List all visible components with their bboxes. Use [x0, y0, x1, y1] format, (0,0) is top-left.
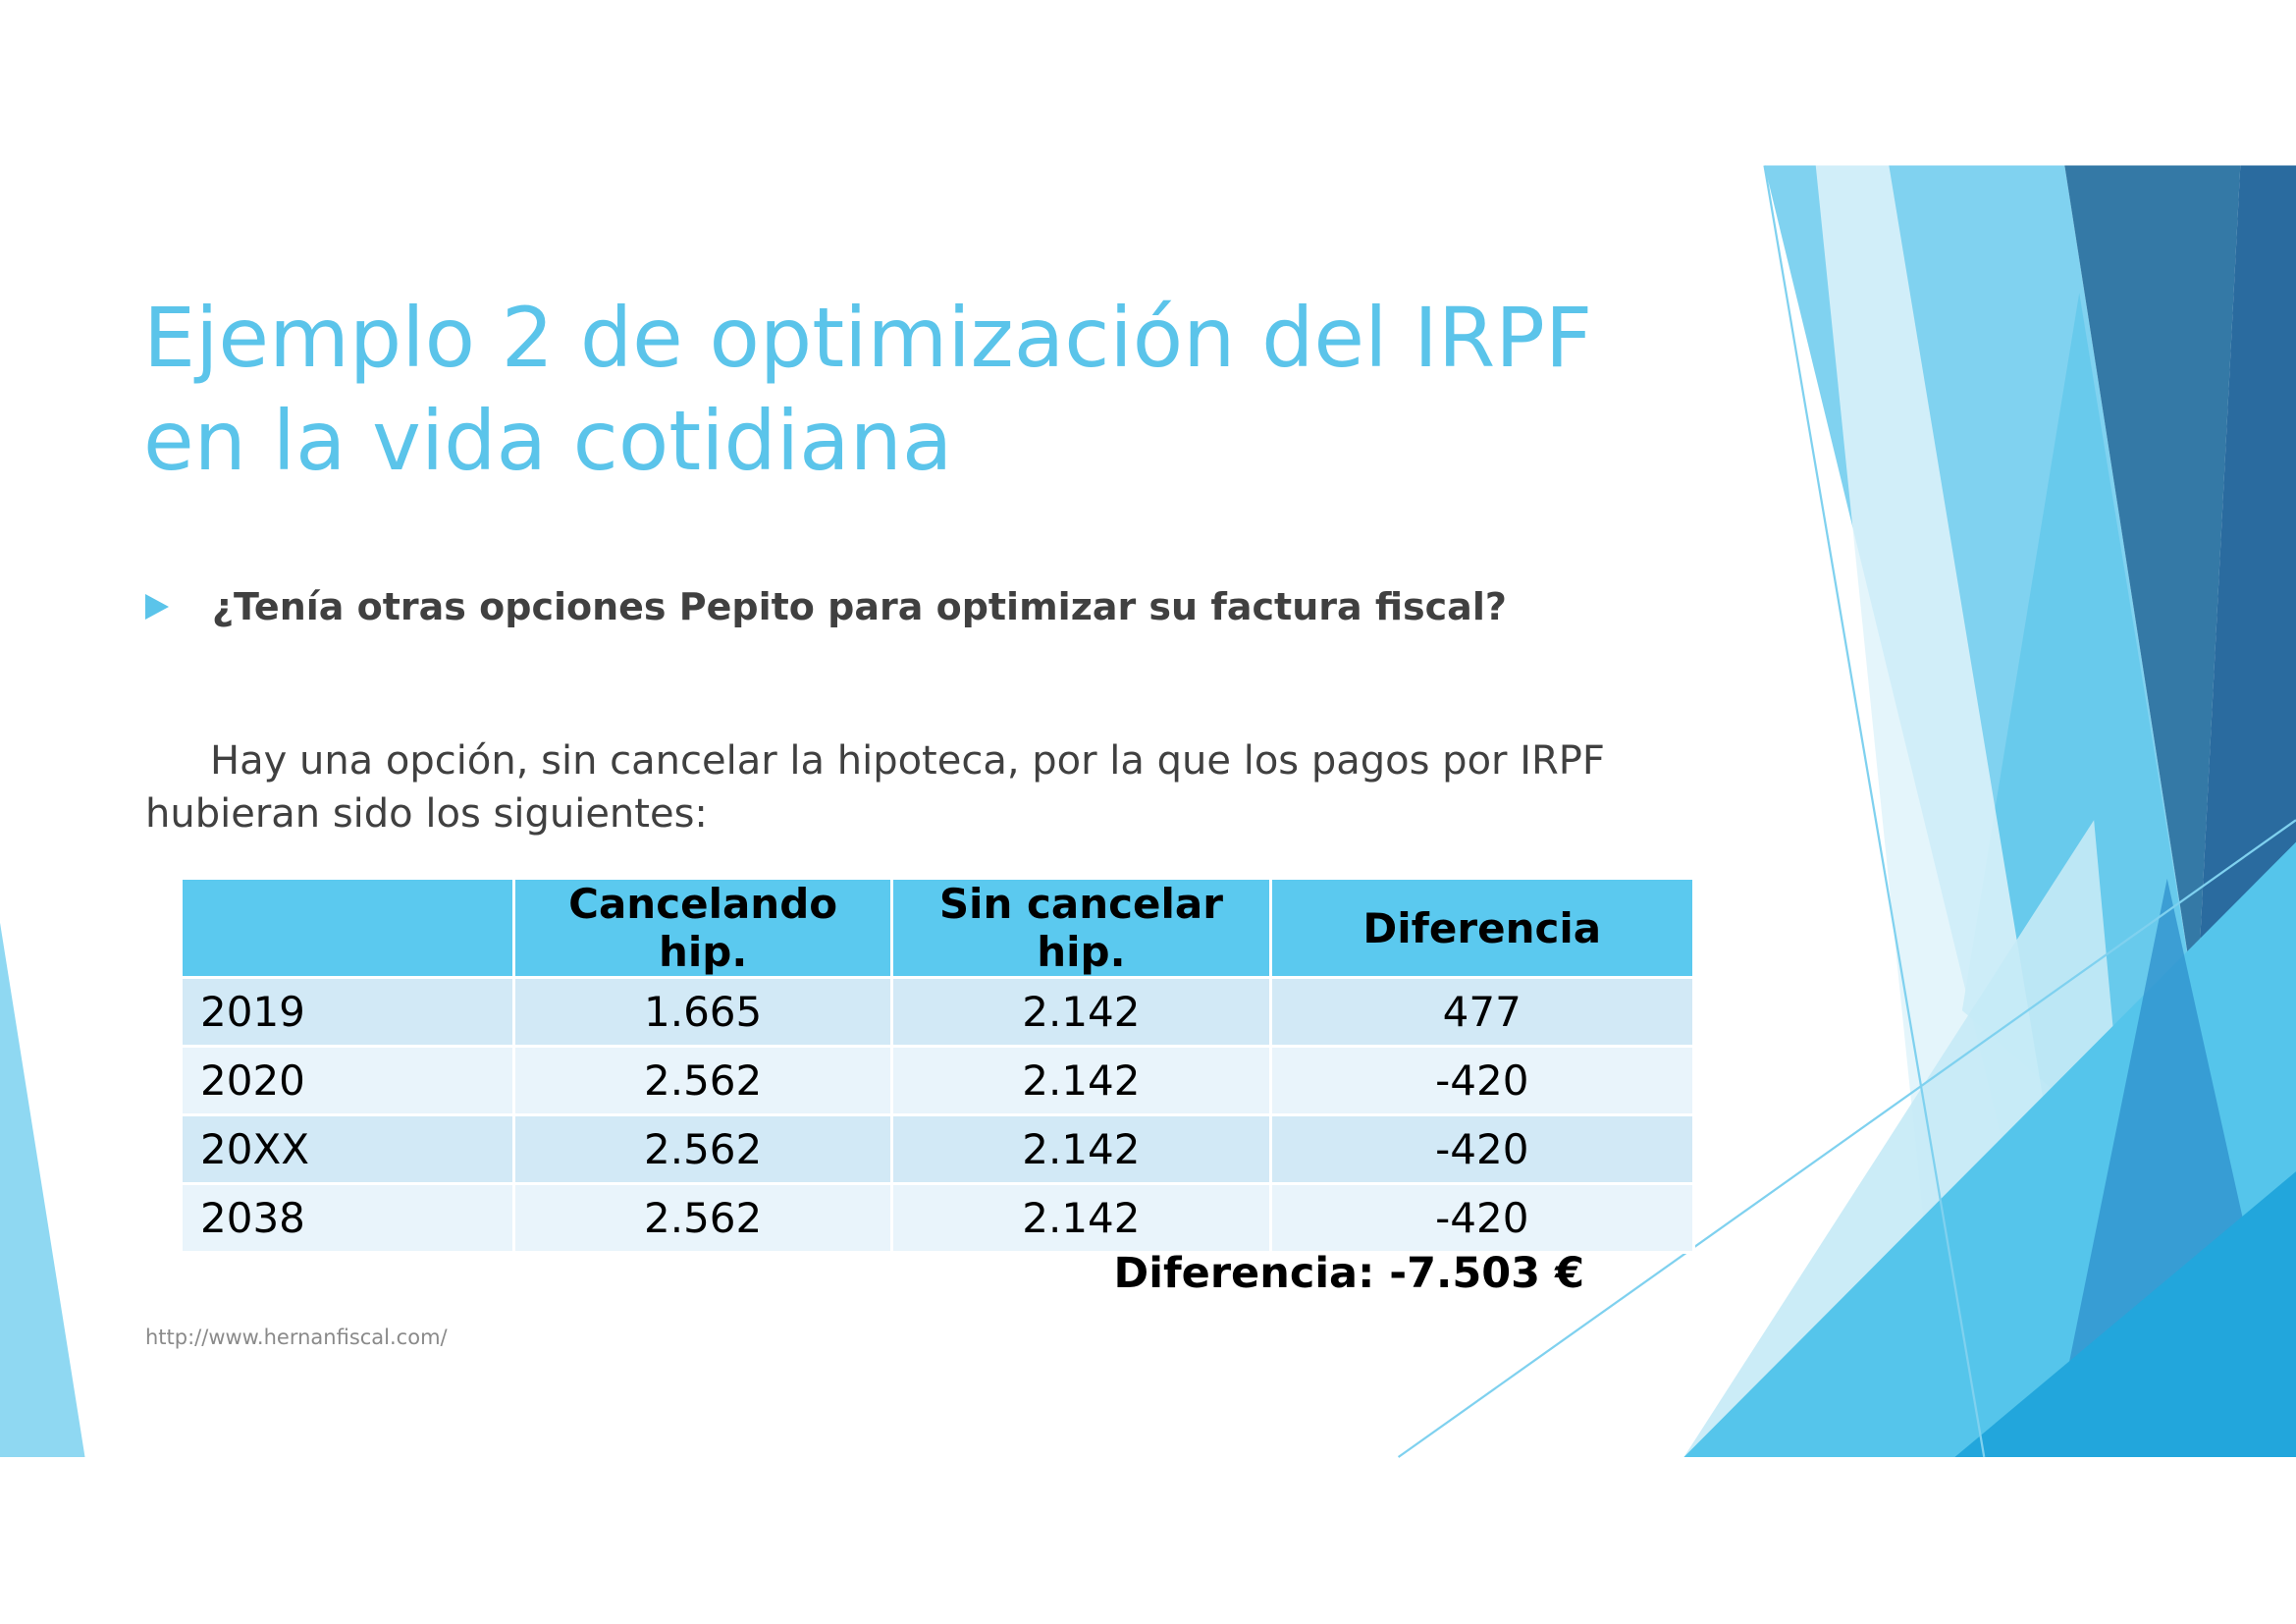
deco-line [1397, 819, 2296, 1458]
deco-shape [1954, 1171, 2296, 1457]
footer-url: http://www.hernanfiscal.com/ [145, 1326, 448, 1349]
bullet-text: ¿Tenía otras opciones Pepito para optimi… [212, 585, 1507, 628]
table-row: 2038 2.562 2.142 -420 [179, 1182, 1696, 1254]
deco-shape [2064, 165, 2241, 1011]
table-cell: -420 [1268, 1113, 1696, 1185]
total-difference: Diferencia: -7.503 € [1113, 1249, 1584, 1298]
table-row: 20XX 2.562 2.142 -420 [179, 1113, 1696, 1185]
triangle-right-icon [145, 594, 169, 620]
paragraph: Hay una opción, sin cancelar la hipoteca… [145, 738, 1605, 837]
table-row: 2020 2.562 2.142 -420 [179, 1045, 1696, 1116]
table-cell: 2.562 [512, 1182, 894, 1254]
table-cell: 2.142 [890, 1045, 1272, 1116]
table-cell: 1.665 [512, 976, 894, 1048]
irpf-table: Cancelando hip. Sin cancelar hip. Difere… [179, 877, 1696, 1254]
table-cell: 2.142 [890, 1182, 1272, 1254]
table-header-row: Cancelando hip. Sin cancelar hip. Difere… [179, 877, 1696, 979]
table-cell: 2.142 [890, 976, 1272, 1048]
table-cell: -420 [1268, 1182, 1696, 1254]
deco-shape [1961, 293, 2197, 1113]
slide-title: Ejemplo 2 de optimización del IRPF en la… [143, 290, 1593, 489]
table-cell: 2020 [179, 1045, 516, 1116]
table-header: Cancelando hip. [512, 877, 894, 979]
table-row: 2019 1.665 2.142 477 [179, 976, 1696, 1048]
bullet-point: ¿Tenía otras opciones Pepito para optimi… [145, 585, 1507, 628]
table-header [179, 877, 516, 979]
table-cell: 20XX [179, 1113, 516, 1185]
table-cell: 2.562 [512, 1113, 894, 1185]
table-cell: 2.562 [512, 1045, 894, 1116]
deco-shape [2196, 165, 2296, 1011]
deco-line [1763, 165, 1986, 1458]
table-cell: 2038 [179, 1182, 516, 1254]
table-cell: 477 [1268, 976, 1696, 1048]
table-cell: -420 [1268, 1045, 1696, 1116]
left-shape [0, 922, 85, 1457]
table-header: Sin cancelar hip. [890, 877, 1272, 979]
table-cell: 2.142 [890, 1113, 1272, 1185]
table-header: Diferencia [1268, 877, 1696, 979]
table-cell: 2019 [179, 976, 516, 1048]
